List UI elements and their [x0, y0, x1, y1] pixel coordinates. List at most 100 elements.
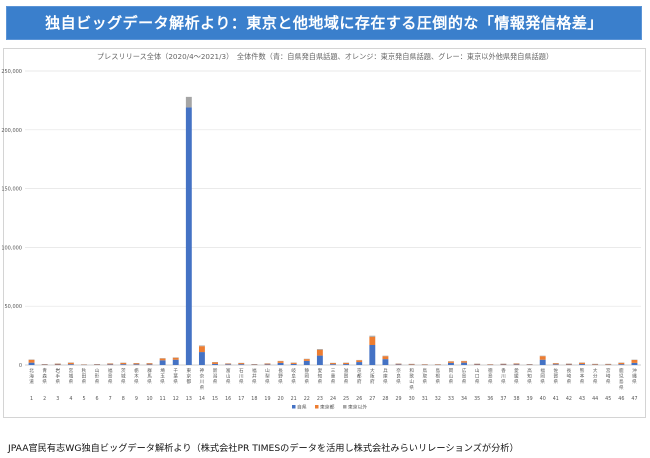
x-prefecture-label: 県	[134, 379, 139, 385]
x-prefecture-label: 京	[357, 367, 362, 374]
x-prefecture-label: 島	[488, 373, 493, 380]
bar-segment	[264, 363, 271, 365]
bar-segment	[212, 363, 218, 365]
bar-segment	[290, 362, 297, 364]
x-prefecture-label: 県	[593, 379, 598, 385]
x-prefecture-label: 島	[619, 378, 624, 385]
x-prefecture-label: 沖	[632, 367, 637, 374]
x-tick-label: 9	[135, 396, 138, 402]
bar-segment	[539, 359, 546, 365]
x-prefecture-label: 県	[121, 379, 126, 385]
x-tick-label: 1	[30, 396, 33, 402]
x-prefecture-label: 千	[173, 367, 178, 374]
x-tick-label: 25	[343, 396, 349, 402]
x-prefecture-label: 広	[462, 367, 467, 374]
x-prefecture-label: 福	[252, 367, 257, 374]
x-prefecture-label: 県	[396, 379, 401, 385]
bar-segment	[565, 363, 572, 365]
x-prefecture-label: 秋	[82, 367, 87, 374]
x-prefecture-label: 県	[95, 379, 100, 385]
y-tick-label: 0	[19, 363, 22, 369]
bar-segment	[41, 364, 48, 365]
bar-segment	[382, 356, 389, 360]
x-tick-label: 43	[579, 396, 585, 402]
bar-segment	[382, 359, 389, 365]
chart-title: プレスリリース全体（2020/4～2021/3） 全体件数（青：自県発自県話題、…	[96, 52, 554, 61]
x-tick-label: 7	[109, 396, 112, 402]
x-tick-label: 12	[173, 396, 179, 402]
x-tick-label: 33	[448, 396, 454, 402]
x-tick-label: 41	[553, 396, 559, 402]
bar-segment	[159, 360, 166, 365]
bar-segment	[172, 357, 179, 360]
bar-segment	[500, 363, 507, 365]
banner-title: 独自ビッグデータ解析より：東京と他地域に存在する圧倒的な「情報発信格差」	[6, 6, 642, 40]
x-tick-label: 8	[122, 396, 125, 402]
x-prefecture-label: 県	[567, 379, 572, 385]
x-prefecture-label: 京	[187, 373, 192, 380]
x-prefecture-label: 田	[82, 374, 87, 380]
bar-segment	[618, 362, 625, 365]
bar-segment	[330, 364, 336, 365]
bar-segment	[94, 364, 101, 365]
bar-segment	[579, 364, 585, 365]
x-tick-label: 42	[566, 396, 572, 402]
x-tick-label: 18	[251, 396, 257, 402]
bar-segment	[369, 345, 376, 365]
x-prefecture-label: 栃	[134, 367, 139, 374]
x-tick-label: 29	[395, 396, 401, 402]
bar-segment	[356, 360, 363, 363]
x-prefecture-label: 東	[187, 367, 192, 374]
x-prefecture-label: 川	[200, 379, 205, 385]
bar-segment	[316, 349, 323, 356]
x-prefecture-label: 県	[278, 379, 283, 385]
x-prefecture-label: 県	[173, 379, 178, 385]
bar-segment	[448, 362, 454, 365]
x-prefecture-label: 府	[357, 378, 362, 385]
bar-segment	[343, 364, 350, 365]
x-prefecture-label: 山	[475, 367, 480, 374]
x-tick-label: 15	[212, 396, 218, 402]
x-prefecture-label: 庫	[383, 373, 388, 380]
bar-segment	[605, 363, 612, 365]
x-prefecture-label: 奈	[396, 367, 401, 374]
bar-segment	[185, 96, 192, 108]
x-prefecture-label: 県	[422, 379, 427, 385]
x-prefecture-label: 県	[108, 379, 113, 385]
x-prefecture-label: 島	[108, 373, 113, 380]
x-prefecture-label: 県	[540, 379, 545, 385]
x-prefecture-label: 新	[213, 367, 218, 374]
x-prefecture-label: 知	[318, 373, 323, 380]
x-tick-label: 45	[605, 396, 611, 402]
x-prefecture-label: 茨	[121, 367, 126, 374]
x-prefecture-label: 和	[409, 367, 414, 374]
x-prefecture-label: 山	[95, 367, 100, 374]
x-prefecture-label: 滋	[344, 367, 349, 374]
x-tick-label: 20	[278, 396, 284, 402]
bar-segment	[592, 363, 599, 365]
bar-segment	[579, 362, 585, 365]
x-prefecture-label: 県	[632, 379, 637, 385]
bar-segment	[198, 346, 205, 353]
x-prefecture-label: 福	[108, 367, 113, 374]
x-prefecture-label: 奈	[200, 373, 205, 380]
x-tick-label: 36	[487, 396, 493, 402]
bar-segment	[198, 352, 205, 365]
footer-source: JPAA官民有志WG独自ビッグデータ解析より（株式会社PR TIMESのデータを…	[8, 443, 519, 454]
x-prefecture-label: 都	[357, 374, 362, 380]
x-prefecture-label: 県	[147, 379, 152, 385]
x-prefecture-label: 分	[593, 373, 598, 380]
x-tick-label: 28	[382, 396, 388, 402]
x-tick-label: 13	[186, 396, 192, 402]
bar-segment	[552, 364, 559, 365]
x-prefecture-label: 大	[370, 367, 375, 374]
x-prefecture-label: 阪	[370, 373, 375, 380]
chart-frame	[3, 48, 646, 418]
x-prefecture-label: 県	[239, 379, 244, 385]
bar-segment	[185, 107, 192, 366]
x-tick-label: 44	[592, 396, 598, 402]
x-prefecture-label: 県	[554, 379, 559, 385]
x-prefecture-label: 愛	[514, 367, 519, 374]
x-prefecture-label: 鹿	[619, 367, 624, 374]
x-prefecture-label: 岡	[449, 368, 454, 374]
